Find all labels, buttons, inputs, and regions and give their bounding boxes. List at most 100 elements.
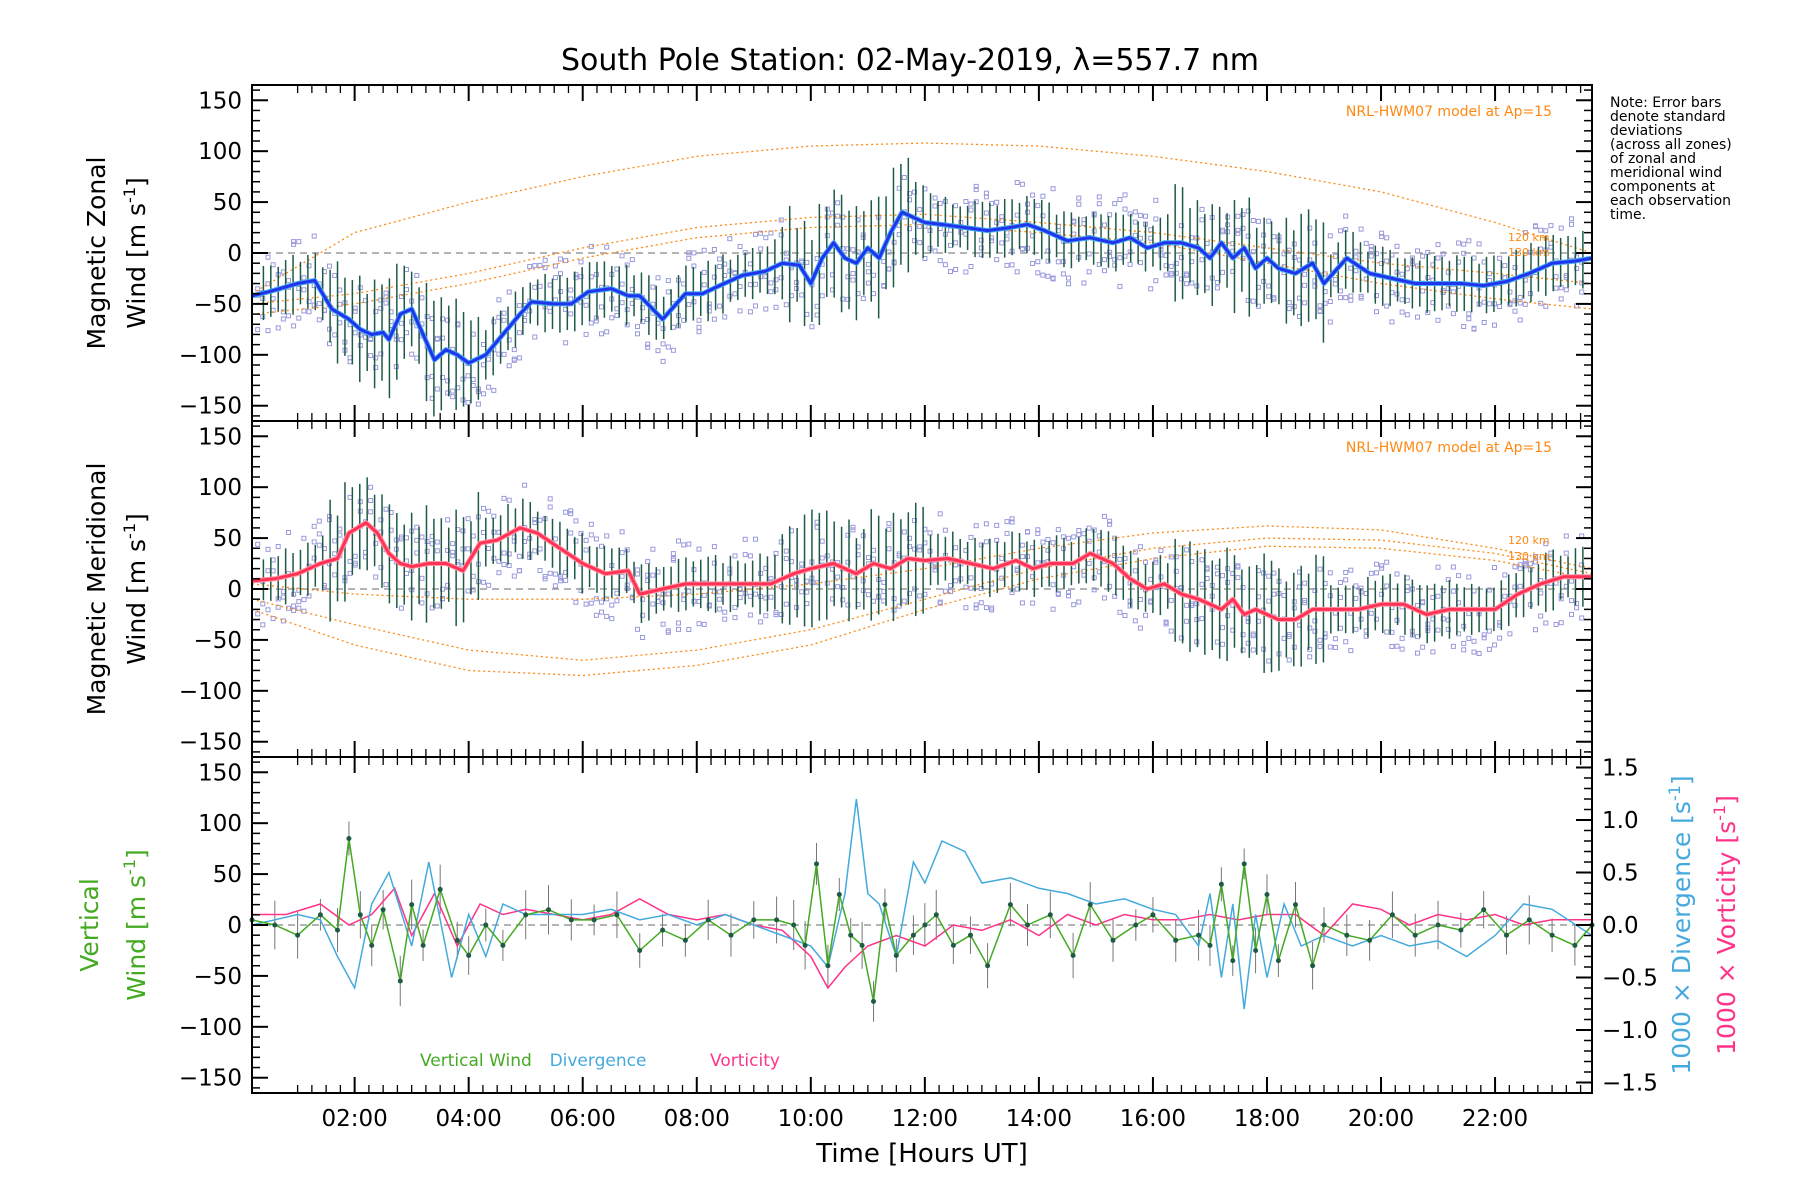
zone-sample xyxy=(1543,228,1549,234)
y-tick-label: −50 xyxy=(193,292,242,318)
zone-sample xyxy=(1132,549,1138,555)
vertical-wind-point xyxy=(1196,932,1202,938)
zone-sample xyxy=(1476,241,1482,247)
vertical-wind-point xyxy=(871,998,876,1004)
vertical-wind-point xyxy=(910,932,916,938)
vertical-wind-point xyxy=(1007,902,1013,908)
vertical-ylabel-exp: -1 xyxy=(120,859,139,875)
zone-sample xyxy=(1492,642,1497,648)
zonal-marks xyxy=(251,142,1593,417)
zone-sample xyxy=(368,353,374,359)
zone-sample xyxy=(1517,317,1523,323)
zone-sample xyxy=(1112,257,1118,263)
zone-sample xyxy=(1132,568,1138,574)
zone-sample xyxy=(1040,213,1046,219)
zone-sample xyxy=(1004,519,1010,525)
zone-sample xyxy=(1132,209,1138,215)
zone-sample xyxy=(532,517,538,523)
vertical-wind-point xyxy=(1150,912,1156,918)
legend-vorticity: Vorticity xyxy=(710,1051,780,1071)
zone-sample xyxy=(275,325,281,331)
zone-sample xyxy=(1117,609,1123,615)
zone-sample xyxy=(1240,225,1246,231)
zone-sample xyxy=(711,247,717,252)
zone-sample xyxy=(1553,274,1559,280)
zone-sample xyxy=(1481,632,1487,638)
vertical-wind-point xyxy=(1264,892,1270,897)
zone-sample xyxy=(1245,297,1251,303)
zone-sample xyxy=(547,496,553,502)
zone-sample xyxy=(486,508,492,514)
zone-sample xyxy=(1368,253,1374,259)
zone-sample xyxy=(1374,251,1379,257)
zone-sample xyxy=(753,303,758,309)
zone-sample xyxy=(1332,277,1338,283)
zone-sample xyxy=(1492,322,1497,328)
zone-sample xyxy=(1384,583,1390,589)
vertical-y-ticks: 150 100 50 0 −50 −100 −150 xyxy=(179,760,268,1092)
zone-sample xyxy=(368,337,374,342)
zone-sample xyxy=(922,256,928,261)
zone-sample xyxy=(640,319,646,324)
zone-sample xyxy=(917,593,923,599)
zone-sample xyxy=(1086,251,1092,257)
zone-sample xyxy=(973,605,979,611)
zone-sample xyxy=(1245,616,1251,622)
zone-sample xyxy=(516,568,522,574)
zone-sample xyxy=(1019,181,1025,187)
legend-vertical-wind: Vertical Wind xyxy=(420,1051,532,1071)
zone-sample xyxy=(1286,300,1292,306)
zone-sample xyxy=(450,541,456,547)
y-tick-label: 0 xyxy=(227,913,242,939)
zone-sample xyxy=(1009,262,1015,268)
zone-sample xyxy=(532,263,538,269)
zone-sample xyxy=(650,601,656,607)
zone-sample xyxy=(440,375,445,380)
zone-sample xyxy=(1235,563,1241,569)
zone-sample xyxy=(727,236,733,242)
zone-sample xyxy=(1456,573,1462,579)
zone-sample xyxy=(1445,303,1451,309)
zone-sample xyxy=(311,233,317,239)
zone-sample xyxy=(645,341,651,347)
zone-sample xyxy=(1266,294,1272,300)
zone-sample xyxy=(450,394,456,400)
vertical-wind-point xyxy=(1241,861,1247,867)
zone-sample xyxy=(1404,312,1410,318)
zone-sample xyxy=(691,250,697,256)
zone-sample xyxy=(547,504,553,510)
x-tick-label: 22:00 xyxy=(1462,1106,1528,1132)
zonal-model-label: NRL-HWM07 model at Ap=15 xyxy=(1346,104,1552,120)
zone-sample xyxy=(383,300,389,306)
right-tick-label: 0.0 xyxy=(1602,913,1639,939)
zone-sample xyxy=(1389,644,1395,649)
zone-sample xyxy=(506,563,512,568)
zone-sample xyxy=(619,281,625,287)
zone-sample xyxy=(1107,521,1113,527)
zone-sample xyxy=(850,247,856,253)
zone-sample xyxy=(937,258,943,264)
zone-sample xyxy=(1071,534,1077,540)
note-line: time. xyxy=(1610,207,1646,223)
zone-sample xyxy=(291,603,297,609)
zone-sample xyxy=(1240,585,1246,590)
zone-sample xyxy=(1348,567,1354,573)
vertical-wind-point xyxy=(836,892,842,897)
zone-sample xyxy=(983,210,989,216)
zone-sample xyxy=(968,585,974,591)
zone-sample xyxy=(1466,316,1472,322)
zone-sample xyxy=(1358,226,1364,232)
zone-sample xyxy=(265,546,271,552)
zone-sample xyxy=(1486,628,1492,634)
zone-sample xyxy=(645,344,651,350)
zone-sample xyxy=(542,576,548,582)
zone-sample xyxy=(1569,598,1574,604)
zone-sample xyxy=(1086,269,1092,275)
zone-sample xyxy=(378,517,384,523)
zone-sample xyxy=(378,351,384,357)
zone-sample xyxy=(445,547,451,553)
zone-sample xyxy=(845,246,851,252)
zone-sample xyxy=(665,289,671,295)
zone-sample xyxy=(604,533,610,539)
zone-sample xyxy=(506,551,512,557)
